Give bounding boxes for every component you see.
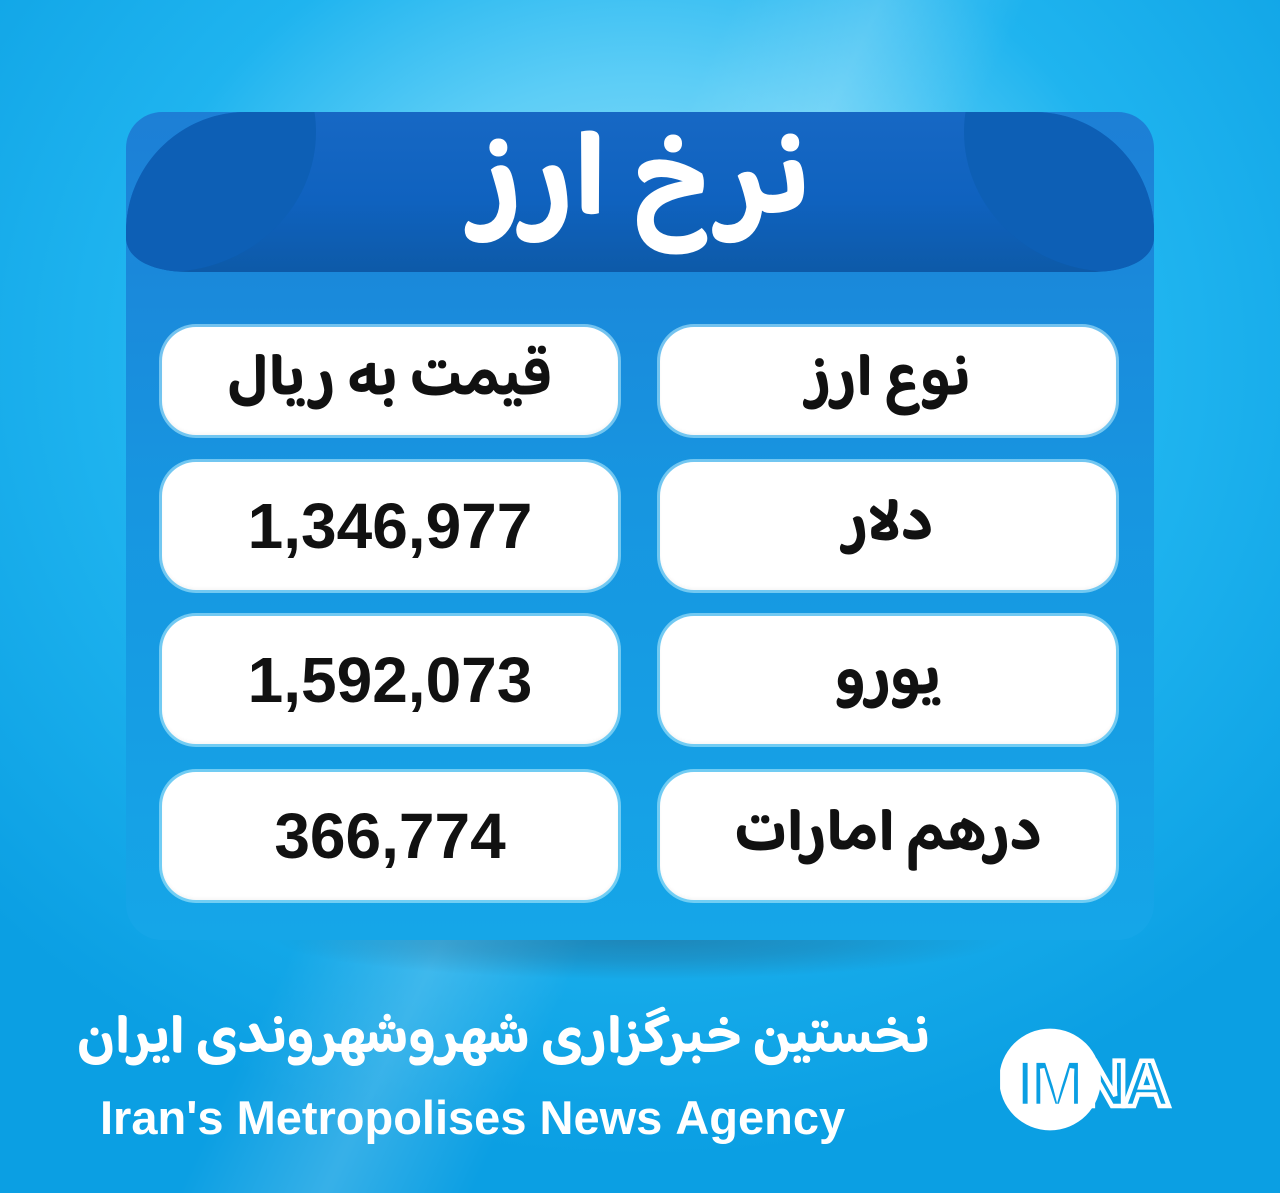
- svg-text:IMNA: IMNA: [1016, 1046, 1169, 1120]
